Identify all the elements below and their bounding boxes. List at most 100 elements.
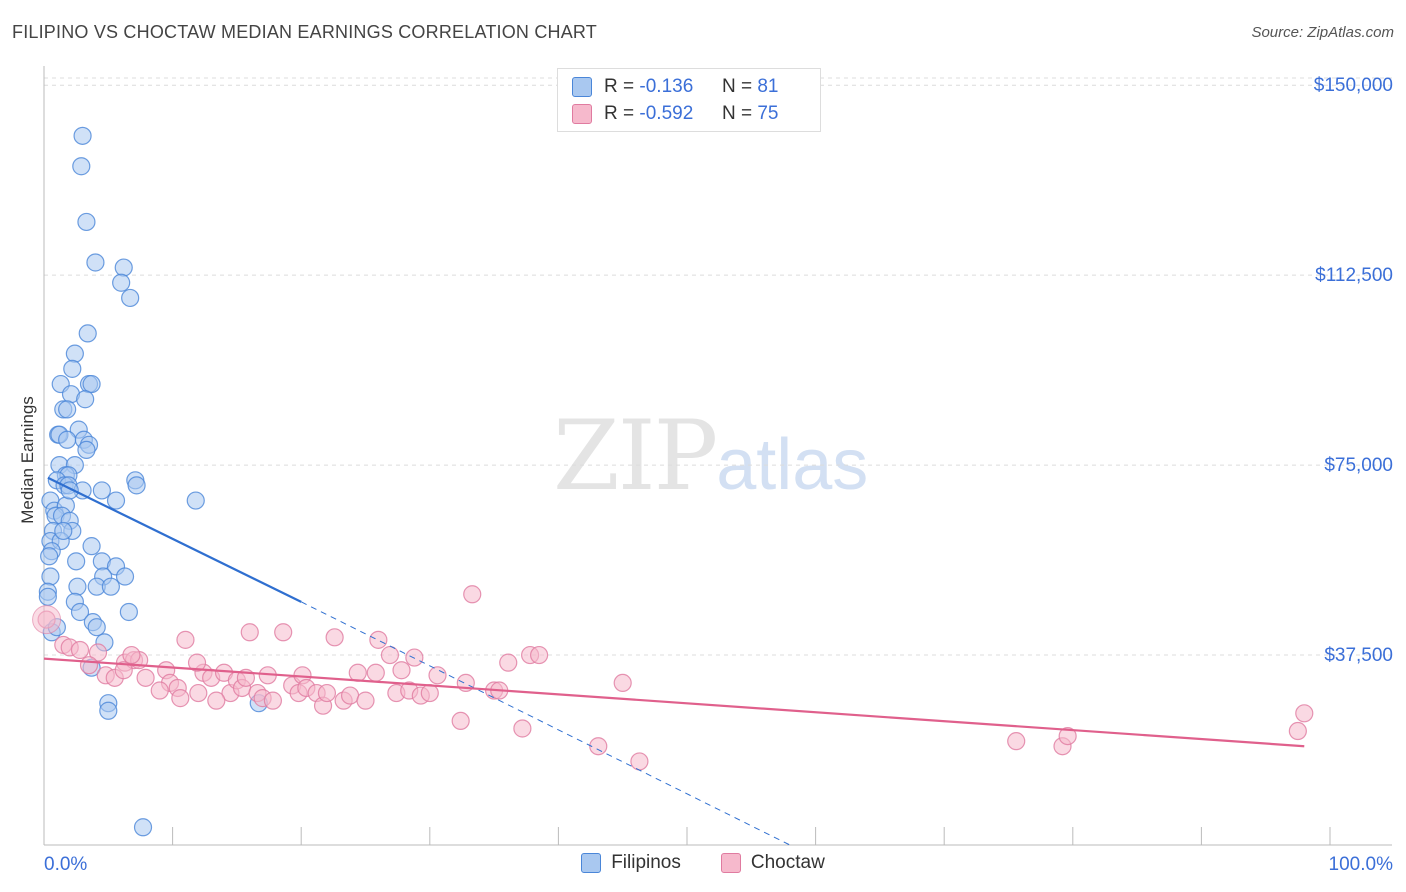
point-choctaw bbox=[530, 645, 549, 665]
y-tick-label: $112,500 bbox=[1315, 265, 1393, 286]
filipinos-n-value: 81 bbox=[757, 76, 779, 97]
point-choctaw bbox=[589, 737, 608, 756]
point-choctaw bbox=[630, 752, 649, 771]
point-choctaw bbox=[1288, 721, 1307, 741]
point-choctaw bbox=[263, 691, 283, 710]
point-choctaw bbox=[150, 681, 169, 700]
point-choctaw bbox=[240, 623, 259, 642]
x-tick-label-max: 100.0% bbox=[1329, 854, 1394, 875]
trend-line-extension-filipinos bbox=[300, 601, 791, 846]
point-choctaw bbox=[70, 640, 90, 660]
choctaw-n-label: N = bbox=[721, 103, 753, 124]
legend-item-filipinos: Filipinos bbox=[581, 852, 681, 874]
legend-label-filipinos: Filipinos bbox=[611, 852, 681, 873]
point-choctaw bbox=[122, 645, 141, 665]
point-filipinos bbox=[127, 476, 146, 495]
point-filipinos bbox=[38, 587, 57, 606]
point-choctaw bbox=[1295, 704, 1314, 723]
point-filipinos bbox=[99, 701, 118, 720]
point-choctaw bbox=[114, 661, 133, 680]
chart-source: Source: ZipAtlas.com bbox=[1251, 24, 1394, 41]
point-choctaw bbox=[1058, 726, 1077, 746]
point-filipinos bbox=[119, 602, 138, 622]
point-filipinos bbox=[114, 258, 133, 277]
point-choctaw bbox=[187, 653, 207, 672]
point-filipinos bbox=[58, 430, 77, 449]
point-choctaw bbox=[176, 630, 195, 649]
point-choctaw-large bbox=[32, 605, 62, 635]
stats-legend: R = -0.136 N = 81 R = -0.592 N = 75 bbox=[557, 68, 821, 132]
point-filipinos bbox=[65, 344, 84, 363]
point-filipinos bbox=[73, 126, 92, 145]
point-filipinos bbox=[92, 481, 111, 500]
point-choctaw bbox=[392, 661, 411, 680]
point-choctaw bbox=[207, 691, 226, 710]
point-filipinos bbox=[40, 547, 59, 566]
choctaw-r-label: R = bbox=[604, 103, 635, 124]
filipinos-n-label: N = bbox=[721, 76, 753, 97]
point-filipinos bbox=[133, 818, 153, 837]
point-choctaw bbox=[366, 663, 385, 682]
point-choctaw bbox=[79, 656, 99, 675]
point-choctaw bbox=[189, 683, 208, 703]
filipinos-r-label: R = bbox=[604, 76, 635, 97]
point-choctaw bbox=[88, 643, 108, 662]
y-tick-label: $37,500 bbox=[1324, 645, 1393, 666]
point-choctaw bbox=[420, 683, 439, 703]
point-filipinos bbox=[82, 374, 101, 394]
point-filipinos bbox=[76, 390, 95, 409]
choctaw-n-value: 75 bbox=[757, 103, 779, 124]
point-filipinos bbox=[115, 567, 135, 586]
point-filipinos bbox=[70, 602, 90, 622]
point-choctaw bbox=[325, 628, 344, 647]
x-tick-label-min: 0.0% bbox=[44, 854, 87, 875]
point-filipinos bbox=[58, 400, 77, 419]
point-filipinos bbox=[106, 491, 126, 510]
point-filipinos bbox=[87, 618, 106, 637]
choctaw-swatch bbox=[572, 104, 592, 124]
point-filipinos bbox=[77, 440, 96, 460]
point-choctaw bbox=[451, 711, 470, 730]
point-filipinos bbox=[82, 537, 101, 556]
point-filipinos bbox=[67, 552, 86, 571]
point-filipinos bbox=[112, 273, 131, 292]
point-filipinos bbox=[101, 577, 120, 596]
legend-item-choctaw: Choctaw bbox=[720, 852, 825, 874]
point-choctaw bbox=[136, 668, 155, 687]
point-choctaw bbox=[405, 648, 424, 667]
point-filipinos bbox=[54, 521, 73, 541]
legend-swatch-choctaw bbox=[720, 853, 741, 873]
point-choctaw bbox=[274, 623, 293, 642]
point-filipinos bbox=[41, 567, 60, 586]
point-choctaw bbox=[340, 686, 360, 705]
point-filipinos bbox=[78, 324, 97, 343]
filipinos-r-value: -0.136 bbox=[639, 76, 694, 97]
point-choctaw bbox=[171, 689, 190, 708]
chart-title: FILIPINO VS CHOCTAW MEDIAN EARNINGS CORR… bbox=[12, 22, 597, 42]
y-tick-label: $75,000 bbox=[1324, 455, 1393, 476]
choctaw-r-value: -0.592 bbox=[639, 103, 694, 124]
watermark-zip: ZIP bbox=[553, 400, 718, 512]
series-legend: Filipinos Choctaw bbox=[0, 852, 1406, 874]
point-filipinos bbox=[121, 288, 140, 308]
point-choctaw bbox=[513, 719, 532, 738]
point-choctaw bbox=[613, 673, 632, 693]
point-choctaw bbox=[463, 585, 482, 604]
watermark: ZIPatlas bbox=[553, 400, 868, 512]
filipinos-swatch bbox=[572, 77, 592, 97]
point-choctaw bbox=[348, 663, 367, 682]
legend-swatch-filipinos bbox=[581, 853, 602, 873]
trend-line-choctaw bbox=[43, 657, 1305, 748]
point-filipinos bbox=[68, 577, 87, 596]
trend-line-filipinos bbox=[47, 476, 302, 603]
point-choctaw bbox=[356, 691, 375, 710]
legend-label-choctaw: Choctaw bbox=[750, 852, 825, 873]
stats-legend-row-choctaw: R = -0.592 N = 75 bbox=[572, 102, 778, 126]
point-choctaw bbox=[317, 683, 337, 703]
point-filipinos bbox=[63, 359, 82, 378]
point-filipinos bbox=[186, 491, 205, 510]
point-choctaw bbox=[380, 645, 400, 665]
y-tick-label: $150,000 bbox=[1314, 75, 1393, 96]
point-choctaw bbox=[369, 630, 388, 649]
